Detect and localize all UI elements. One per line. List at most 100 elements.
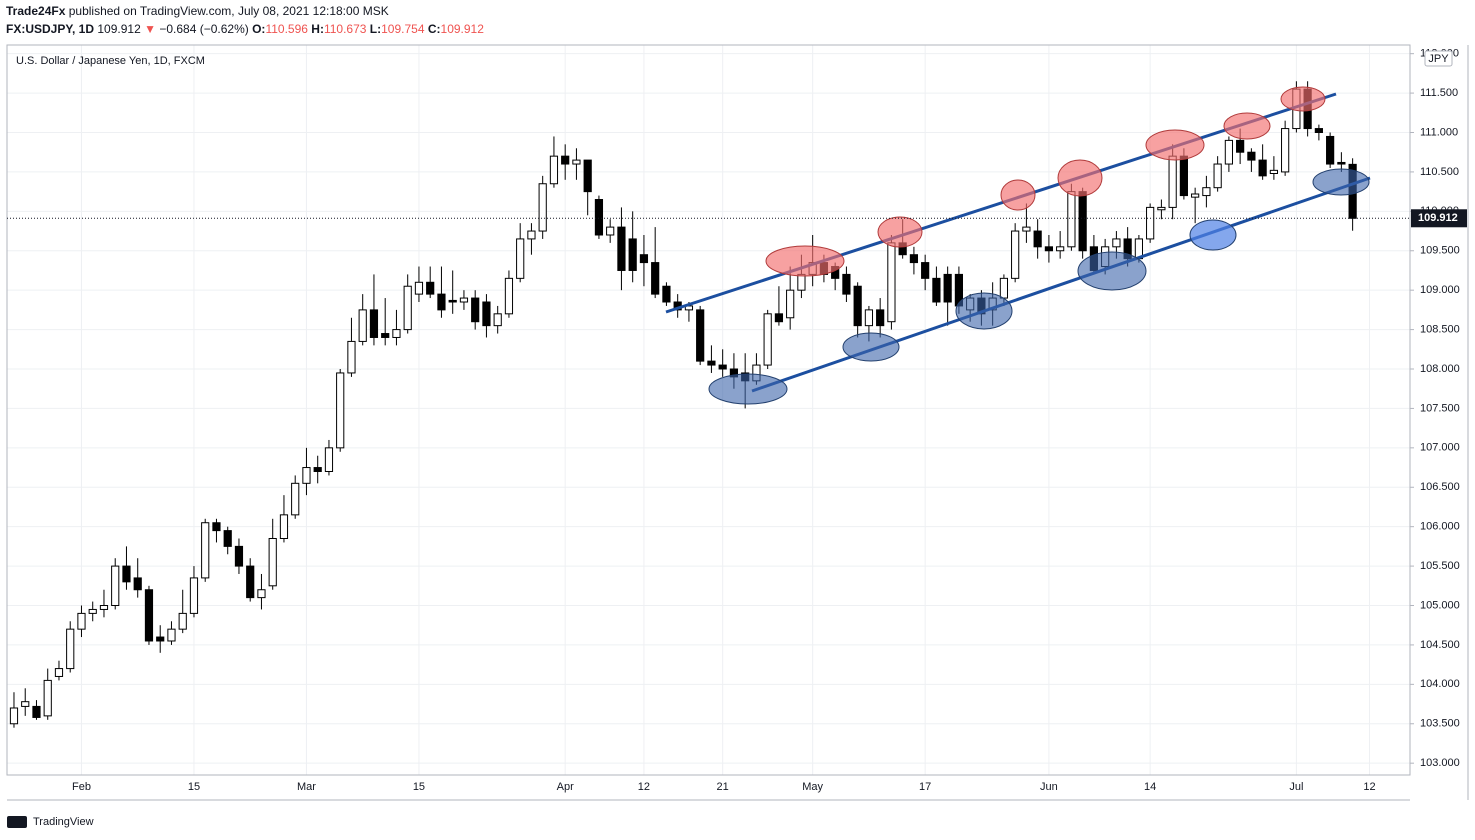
candle-body: [234, 545, 244, 567]
currency-box: [1424, 50, 1453, 67]
candle-body: [1258, 159, 1267, 177]
candle-body: [1224, 139, 1233, 165]
candle-body: [639, 254, 649, 264]
ellipse: [765, 245, 845, 277]
plot-border: [6, 44, 1411, 776]
ellipse: [842, 332, 900, 362]
candle-body: [1314, 128, 1323, 134]
candle-body: [392, 329, 401, 338]
drawings: [665, 86, 1371, 405]
candle-body: [1247, 151, 1256, 161]
ellipse: [1189, 219, 1237, 251]
candle-body: [718, 364, 727, 370]
candle-body: [707, 360, 716, 366]
c-value: 109.912: [441, 22, 485, 36]
candle-body: [268, 537, 277, 587]
candle-body: [876, 309, 885, 327]
candle-body: [133, 577, 142, 591]
header-quote: FX:USDJPY, 1D 109.912 ▼ −0.684 (−0.62%) …: [6, 22, 484, 36]
candle-body: [583, 159, 592, 193]
x-tick-label: 12: [1363, 781, 1375, 793]
candle-body: [493, 313, 502, 327]
candle-body: [1168, 155, 1177, 208]
candle-body: [1067, 191, 1076, 248]
candle-body: [1337, 161, 1346, 165]
candle-body: [1044, 246, 1054, 252]
candle-body: [853, 285, 862, 327]
candle-body: [291, 482, 300, 516]
y-tick-label: 109.500: [1420, 245, 1460, 257]
candle-body: [313, 467, 322, 472]
candle-body: [77, 612, 86, 630]
candle-body: [527, 230, 536, 240]
candle-body: [437, 293, 446, 311]
candle-body: [1157, 206, 1166, 211]
candle-body: [786, 289, 795, 319]
candle-body: [516, 238, 525, 279]
y-tick-label: 107.500: [1420, 402, 1460, 414]
h-value: 110.673: [324, 22, 367, 36]
candle-body: [144, 589, 154, 642]
candle-body: [538, 183, 547, 232]
ellipse: [1223, 112, 1271, 140]
candle-body: [1022, 226, 1031, 232]
candle-body: [43, 679, 52, 717]
y-tick-label: 105.500: [1420, 560, 1460, 572]
y-tick-label: 111.000: [1420, 126, 1458, 138]
candle-body: [426, 281, 435, 295]
x-tick-label: 12: [638, 781, 650, 793]
candle-body: [864, 309, 874, 327]
candle-body: [471, 297, 480, 323]
y-tick-label: 109.000: [1420, 284, 1460, 296]
channel-top: [665, 92, 1337, 314]
last-price-box: [1411, 209, 1467, 228]
candle-body: [1179, 155, 1188, 197]
candle-body: [1202, 187, 1211, 197]
x-tick-label: Apr: [557, 781, 574, 793]
c-label: C:: [428, 22, 441, 36]
candle-body: [459, 297, 469, 303]
candle-body: [617, 226, 626, 271]
candle-body: [21, 701, 30, 707]
y-tick-label: 103.500: [1420, 718, 1460, 730]
candle-body: [257, 589, 266, 599]
candle-body: [1011, 230, 1020, 279]
candle-body: [1146, 206, 1155, 240]
resistance-marks: [765, 86, 1326, 277]
ellipse: [1077, 251, 1147, 291]
candle-body: [324, 447, 334, 472]
support-marks: [708, 168, 1370, 405]
ellipse: [708, 373, 788, 405]
candle-body: [943, 273, 952, 303]
legend: U.S. Dollar / Japanese Yen, 1D, FXCM: [16, 55, 205, 67]
brand-name: TradingView: [33, 816, 94, 828]
l-label: L:: [370, 22, 381, 36]
o-label: O:: [252, 22, 265, 36]
candle-body: [223, 530, 232, 547]
y-tick-label: 103.000: [1420, 757, 1460, 769]
candle-body: [594, 199, 604, 236]
candle-body: [909, 254, 919, 264]
y-tick-label: 108.000: [1420, 363, 1460, 375]
candle-body: [369, 309, 379, 338]
candle-body: [797, 273, 806, 291]
candle-body: [842, 273, 851, 295]
candle-body: [88, 608, 97, 614]
ellipse: [955, 292, 1013, 330]
candle-body: [696, 309, 705, 362]
last: 109.912: [97, 22, 141, 36]
x-tick-label: 15: [413, 781, 425, 793]
candle-body: [302, 467, 311, 484]
y-tick-label: 106.500: [1420, 481, 1460, 493]
h-label: H:: [311, 22, 324, 36]
brand-logo: [7, 816, 27, 828]
candle-body: [9, 707, 19, 725]
x-tick-label: 21: [717, 781, 729, 793]
grid: [7, 45, 1410, 775]
header-line: Trade24Fx published on TradingView.com, …: [6, 4, 389, 18]
candle-body: [1236, 139, 1245, 153]
l-value: 109.754: [381, 22, 425, 36]
y-tick-label: 107.000: [1420, 442, 1460, 454]
y-tick-label: 105.000: [1420, 599, 1460, 611]
candle-body: [1112, 238, 1121, 248]
